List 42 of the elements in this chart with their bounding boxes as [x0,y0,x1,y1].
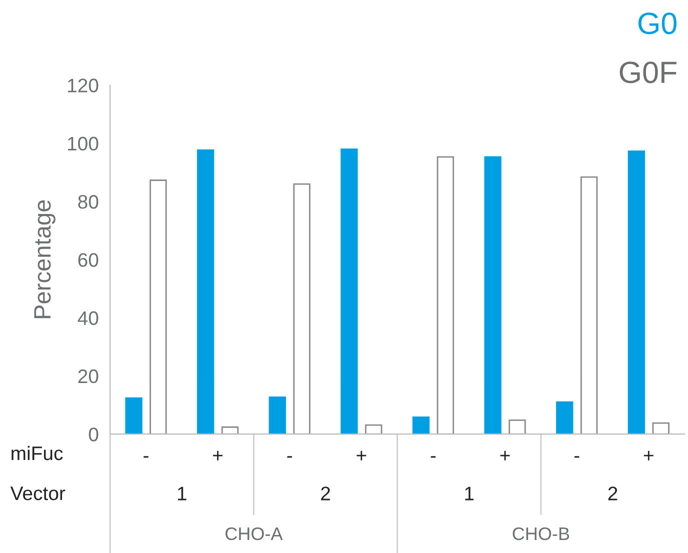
y-tick-label: 120 [68,78,98,92]
x-tick-label: - [144,456,148,458]
bar [221,426,239,434]
bar [150,180,167,434]
bar [268,396,286,434]
text: CHO-B [512,527,570,540]
y-tick-label: 100 [68,136,98,151]
y-tick-label: 0 [88,428,98,442]
x-tick-label: + [356,450,366,460]
x-tick-label: - [287,456,292,458]
x-tick-label: - [430,456,436,458]
bar [196,149,214,434]
bar [365,424,382,434]
text: G0F [620,62,676,84]
text: miFuc [12,446,63,460]
text: 2 [608,486,618,500]
x-tick-label: + [500,450,510,460]
y-tick-label: 40 [78,311,98,326]
text: 1 [465,486,474,500]
y-tick-label: 80 [78,194,98,209]
bar [652,422,670,434]
bar [556,401,574,434]
x-tick-label: - [574,456,580,458]
bar [340,148,358,434]
y-tick-label: 60 [78,253,98,267]
bar [484,156,502,434]
bar [293,183,310,434]
text: Vector [10,486,66,500]
text: CHO-A [226,527,283,540]
y-axis-title: Percentage [34,200,56,318]
bar [412,416,430,434]
x-tick-label: + [644,450,654,460]
text: G0 [638,12,676,34]
bar [580,176,598,434]
bar [125,397,142,434]
x-tick-label: + [213,450,223,460]
y-tick-label: 20 [78,369,98,384]
bar [436,156,454,434]
text: 2 [321,486,330,500]
bar [508,419,526,434]
text: 1 [178,486,186,500]
bar [628,150,646,434]
